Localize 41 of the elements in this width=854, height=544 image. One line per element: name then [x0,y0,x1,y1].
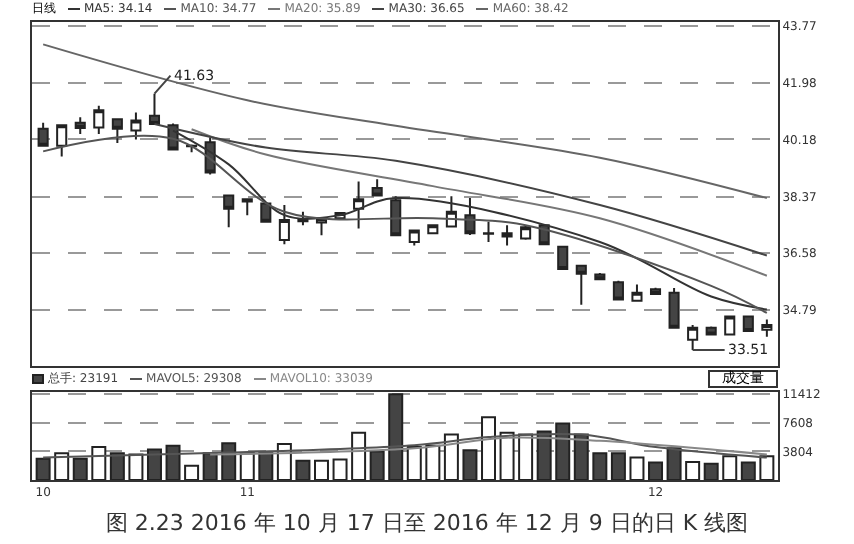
line-series [42,43,768,200]
line-series [172,129,768,311]
candlestick [501,224,513,247]
bar [314,459,329,480]
bar [481,416,496,480]
candlestick [111,117,123,144]
candlestick [371,178,383,198]
line-series [42,432,768,459]
candlestick [278,204,290,246]
bar [146,448,162,480]
candlestick [260,201,272,224]
caption: 图 2.23 2016 年 10 月 17 日至 2016 年 12 月 9 日的日 K 线图 [103,508,751,540]
candlestick [408,228,420,247]
bar [648,461,664,480]
candlestick [557,245,569,271]
candlestick [130,111,142,141]
candlestick [668,287,680,330]
line-series [190,128,768,277]
candlestick [464,197,476,237]
candlestick [687,323,699,351]
candlestick [631,283,643,303]
candlestick [594,271,606,282]
candlestick [56,123,68,158]
candlestick [649,286,662,296]
candlestick [74,116,86,136]
candlestick [520,224,532,241]
candlestick [223,193,235,229]
candlestick [427,223,439,235]
candlestick [575,264,587,306]
candlestick [761,318,773,338]
candlestick [37,121,49,148]
candlestick [612,279,624,302]
candlestick [353,180,365,230]
candlestick [742,314,754,333]
candlestick [445,195,457,229]
line-series [209,436,768,456]
candlestick [482,220,495,243]
candlestick [241,197,253,217]
candlestick [724,314,736,337]
candlestick [93,104,105,136]
candlestick [390,195,402,237]
